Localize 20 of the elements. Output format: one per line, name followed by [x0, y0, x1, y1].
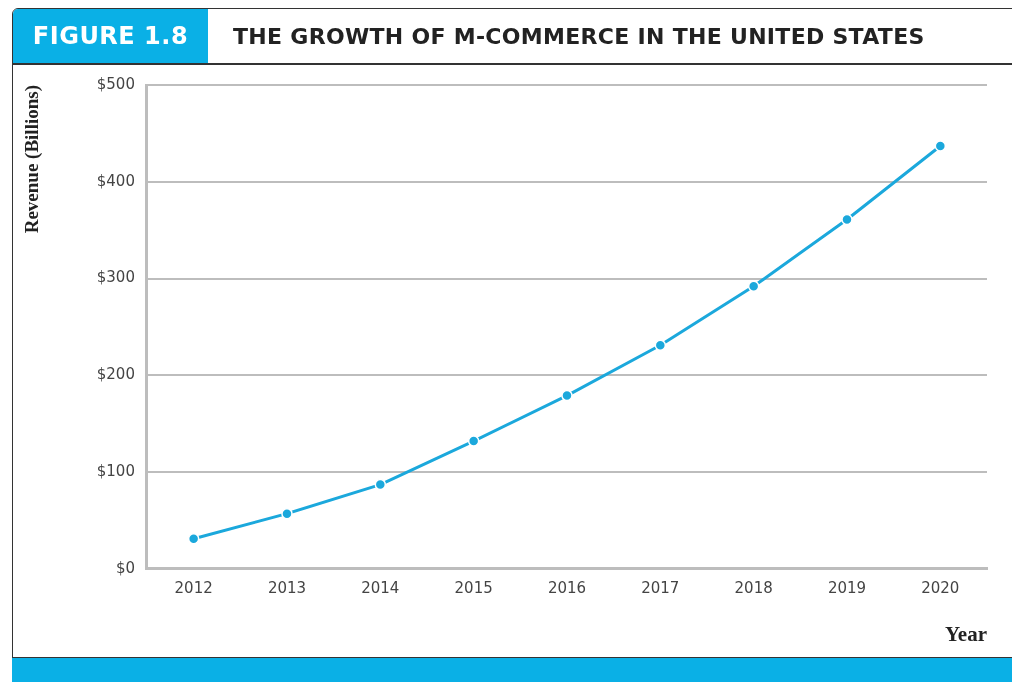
- point: [467, 435, 480, 447]
- chart-title: THE GROWTH OF M-COMMERCE IN THE UNITED STATES: [233, 22, 925, 51]
- x-tick-label: 2017: [641, 578, 680, 597]
- y-tick-label: $100: [96, 461, 135, 480]
- x-tick-label: 2020: [921, 578, 960, 597]
- y-tick-label: $400: [96, 171, 135, 190]
- y-axis-title: Revenue (Billions): [21, 85, 44, 234]
- y-tick-label: $300: [96, 268, 135, 287]
- x-tick-label: 2013: [267, 578, 307, 597]
- x-tick-label: 2019: [827, 578, 867, 597]
- x-axis-title: Year: [945, 621, 987, 646]
- x-tick-label: 2016: [547, 578, 587, 597]
- y-tick-label: $0: [115, 558, 135, 577]
- x-tick-label: 2012: [174, 578, 213, 597]
- chart-subtitle: FIGURE 1.8: [13, 9, 208, 63]
- y-tick-label: $500: [96, 74, 135, 93]
- x-tick-label: 2015: [454, 578, 493, 597]
- y-tick-label: $200: [96, 365, 135, 384]
- x-tick-label: 2014: [361, 578, 400, 597]
- x-tick-label: 2018: [734, 578, 773, 597]
